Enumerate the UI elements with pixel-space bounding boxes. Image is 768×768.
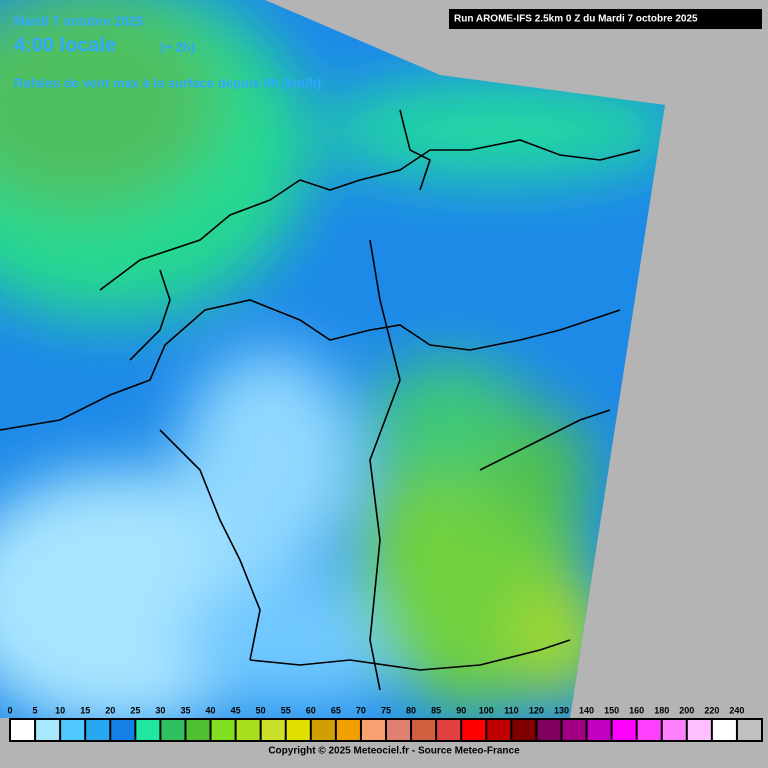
parameter: Rafales de vent max à la surface depuis … [14, 75, 321, 90]
legend-label: 25 [130, 705, 140, 715]
legend-swatch [587, 720, 611, 740]
legend-swatch [111, 720, 135, 740]
legend-label: 0 [7, 705, 12, 715]
legend-swatch [537, 720, 561, 740]
legend-swatch [336, 720, 360, 740]
legend-label: 70 [356, 705, 366, 715]
legend-swatch [186, 720, 210, 740]
legend-swatch [161, 720, 185, 740]
legend-label: 80 [406, 705, 416, 715]
legend-swatch [211, 720, 235, 740]
legend-swatch [437, 720, 461, 740]
legend-swatch [637, 720, 661, 740]
legend-swatch [562, 720, 586, 740]
legend-label: 120 [529, 705, 544, 715]
legend-label: 85 [431, 705, 441, 715]
legend-label: 35 [180, 705, 190, 715]
legend-label: 110 [504, 705, 519, 715]
legend-label: 220 [704, 705, 719, 715]
run-box [449, 9, 762, 29]
copyright: Copyright © 2025 Meteociel.fr - Source M… [268, 746, 520, 757]
legend-swatch [737, 720, 761, 740]
legend-label: 100 [479, 705, 494, 715]
legend: 0 5 10 15 20 25 30 35 40 45 50 55 60 65 70 75 80 85 90 100 1… [7, 705, 763, 742]
legend-swatch [286, 720, 310, 740]
legend-label: 180 [654, 705, 669, 715]
legend-swatch [512, 720, 536, 740]
legend-label: 40 [206, 705, 216, 715]
run-info: Run AROME-IFS 2.5km 0 Z du Mardi 7 octob… [454, 14, 698, 25]
legend-frame [9, 718, 763, 742]
legend-label: 10 [55, 705, 65, 715]
legend-label: 160 [629, 705, 644, 715]
legend-label: 130 [554, 705, 569, 715]
legend-swatch [361, 720, 385, 740]
legend-label: 90 [456, 705, 466, 715]
legend-swatch [462, 720, 486, 740]
legend-label: 200 [679, 705, 694, 715]
legend-swatch [612, 720, 636, 740]
legend-label: 5 [33, 705, 38, 715]
legend-label: 75 [381, 705, 391, 715]
legend-label: 30 [155, 705, 165, 715]
time: 4:00 locale [14, 34, 116, 56]
legend-label: 240 [729, 705, 744, 715]
legend-label: 45 [231, 705, 241, 715]
legend-swatch [61, 720, 85, 740]
legend-swatch [136, 720, 160, 740]
legend-swatch [311, 720, 335, 740]
legend-label: 50 [256, 705, 266, 715]
offset: (+ 2h) [160, 39, 195, 54]
legend-swatch [412, 720, 436, 740]
legend-swatch [712, 720, 736, 740]
legend-swatch [36, 720, 60, 740]
legend-swatch [236, 720, 260, 740]
legend-swatch [261, 720, 285, 740]
legend-swatch [86, 720, 110, 740]
legend-label: 15 [80, 705, 90, 715]
legend-swatch [687, 720, 711, 740]
legend-label: 65 [331, 705, 341, 715]
legend-swatch [662, 720, 686, 740]
legend-swatch [387, 720, 411, 740]
legend-swatch [11, 720, 35, 740]
legend-label: 150 [604, 705, 619, 715]
legend-label: 55 [281, 705, 291, 715]
legend-label: 60 [306, 705, 316, 715]
legend-label: 140 [579, 705, 594, 715]
legend-label: 20 [105, 705, 115, 715]
date: Mardi 7 octobre 2025 [14, 13, 143, 28]
legend-swatch [487, 720, 511, 740]
